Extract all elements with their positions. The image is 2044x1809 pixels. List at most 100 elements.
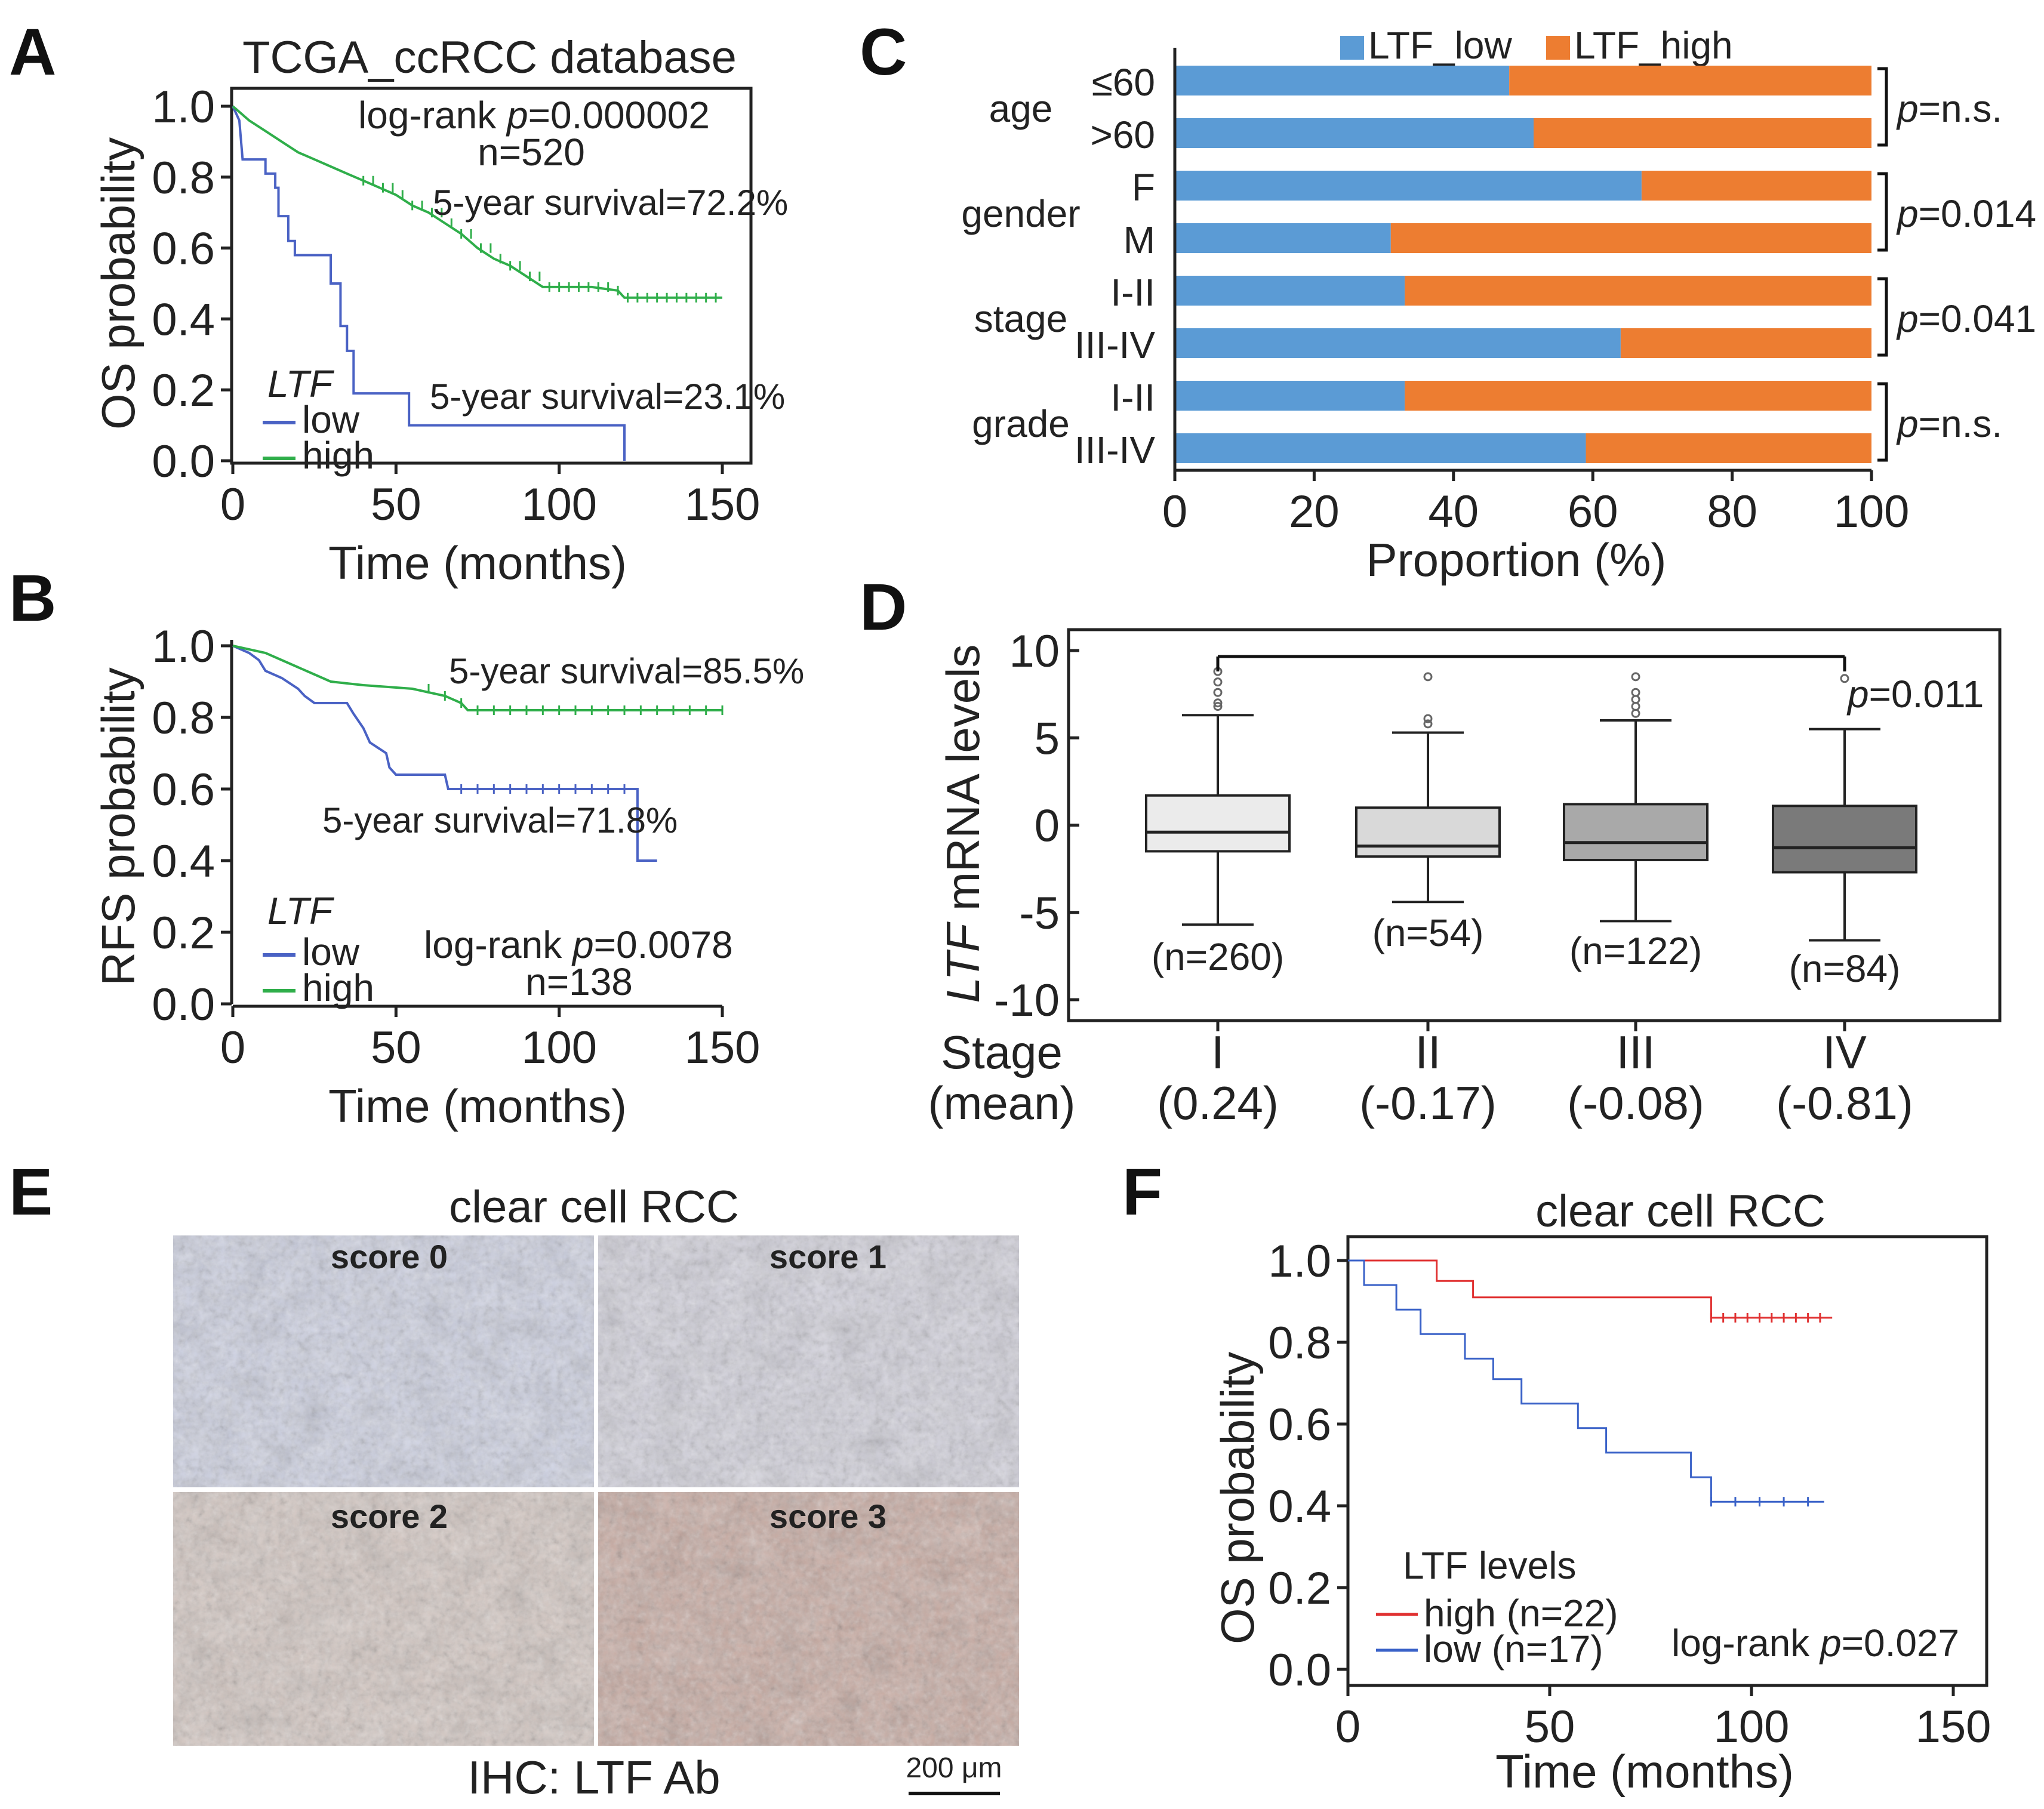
bar-ltf-high [1509,66,1871,95]
bar-ltf-high [1534,118,1871,148]
x-tick-label: 0 [220,1022,245,1073]
panel-f-curves [1348,1259,1833,1507]
panel-a-plot-frame [230,87,753,465]
bar-ltf-low [1175,118,1534,148]
bar-ltf-high [1586,433,1871,463]
outlier-point [1213,702,1223,711]
x-tick-label: 0 [1162,486,1187,537]
x-tick-label: 60 [1568,486,1618,537]
outlier-point [1423,719,1433,729]
outlier-point [1213,677,1223,687]
ihc-tile-score0-label: score 0 [331,1238,448,1275]
panel-f-legend-title: LTF levels [1403,1544,1576,1587]
panel-c-category-labels: ≤60 >60 FM I-II III-IV I-II III-IV [1075,61,1155,471]
x-tick-label: 150 [1916,1702,1991,1752]
category-label: F [1132,166,1155,209]
category-label: >60 [1090,113,1155,156]
panel-c-stacked-bars: LTF_low LTF_high ≤60 >60 FM I-II III-IV I-II I… [961,24,2036,586]
pvalue-bracket [1877,382,1888,462]
panel-b-logrank: log-rank p=0.0078 [424,923,733,966]
x-tick-label: 50 [1525,1702,1575,1752]
y-tick-label: 0.4 [1268,1481,1331,1532]
panel-c-xlabel: Proportion (%) [1366,534,1667,586]
group-label: age [989,87,1053,130]
pvalue-label: p=n.s. [1896,402,2002,445]
x-tick-label: 20 [1289,486,1340,537]
y-tick-label: 1.0 [152,82,215,132]
outlier-point [1213,698,1223,708]
panel-a-5yr-high: 5-year survival=72.2% [433,183,788,223]
panel-c-x-axis: 0 20 40 60 80 100 [1162,48,1910,537]
stage-label: III [1616,1026,1655,1078]
panel-a-legend-title: LTF [267,362,335,405]
y-tick-label: 0.8 [152,693,215,744]
outlier-point [1631,708,1640,718]
panel-f-ylabel: OS probability [1211,1352,1264,1644]
panel-a-curves [232,105,722,461]
y-tick-label: 1.0 [1268,1236,1331,1287]
mean-label: (-0.08) [1567,1077,1704,1129]
panel-c-group-labels: age gender stage grade [961,87,1080,445]
panel-a-ylabel: OS probability [92,137,144,430]
y-tick-label: 0.6 [152,224,215,275]
y-tick-label: 0.2 [1268,1563,1331,1614]
ihc-tile-score1-label: score 1 [769,1238,886,1275]
panel-b-n: n=138 [525,960,633,1003]
category-label: M [1123,218,1155,261]
outlier-point [1423,714,1433,723]
bar-ltf-low [1175,328,1621,358]
panel-c-legend-high: LTF_high [1574,24,1733,67]
stage-label: I [1211,1026,1224,1078]
scale-bar-label: 200 μm [906,1752,1002,1784]
panel-a-legend-low: low [302,398,360,441]
box [1355,806,1501,858]
x-tick-label: 100 [1834,486,1910,537]
mean-label: (-0.17) [1359,1077,1497,1129]
km-curve-0 [232,106,626,461]
bar-ltf-high [1405,276,1871,306]
count-label: (n=54) [1372,911,1484,954]
panel-c-legend-high-swatch [1546,36,1570,60]
x-tick-label: 50 [371,1022,421,1073]
panel-b-x-axis: 0 50 100 150 [220,1004,760,1073]
bar-ltf-low [1175,223,1391,253]
panel-label-f: F [1122,1155,1162,1229]
stage-label: II [1415,1026,1440,1078]
y-tick-label: 0.4 [152,294,215,345]
km-curve-1 [232,645,722,711]
panel-c-pvalues: p=n.s. p=0.014 p=0.041 p=n.s. [1877,67,2036,462]
x-tick-label: 0 [1335,1702,1360,1752]
panel-b-legend-high: high [302,966,374,1009]
panel-a-legend-high: high [302,434,374,477]
panel-d-x-categories: I(0.24) II(-0.17) III(-0.08) IV(-0.81) [1157,1021,1913,1129]
km-curve-1 [1348,1259,1824,1503]
panel-a-xlabel: Time (months) [328,537,627,589]
panel-f-xlabel: Time (months) [1495,1745,1794,1798]
ihc-tile-score3: score 3 [598,1492,1019,1746]
panel-e-title: clear cell RCC [449,1182,739,1232]
bar-ltf-low [1175,276,1405,306]
ihc-tile-score2-texture2 [173,1492,594,1746]
x-tick-label: 100 [521,479,597,530]
group-label: grade [972,402,1070,445]
ihc-tile-score1: score 1 [598,1235,1019,1487]
category-label: I-II [1110,271,1155,314]
panel-b-ylabel: RFS probability [92,667,144,985]
mean-label: (0.24) [1157,1077,1279,1129]
panel-a-x-axis: 0 50 100 150 [220,463,760,530]
panel-b-5yr-high: 5-year survival=85.5% [449,651,804,691]
count-label: (n=84) [1789,947,1901,990]
panel-b-km-rfs: 0.0 0.2 0.4 0.6 0.8 1.0 0 50 100 150 Time (month… [92,621,804,1132]
panel-e-ihc-images: clear cell RCC score 0 score 1 score 2 s… [173,1182,1019,1804]
panel-a-n: n=520 [478,131,585,174]
y-tick-label: -5 [1019,888,1060,939]
pvalue-label: p=0.041 [1896,297,2036,340]
pvalue-bracket [1877,67,1888,147]
panel-d-pvalue: p=0.011 [1846,673,1984,716]
ihc-tile-score1-texture2 [598,1235,1019,1487]
y-tick-label: -10 [994,975,1060,1026]
bar-ltf-low [1175,381,1405,411]
bar-ltf-high [1620,328,1871,358]
outlier-point [1423,672,1433,682]
